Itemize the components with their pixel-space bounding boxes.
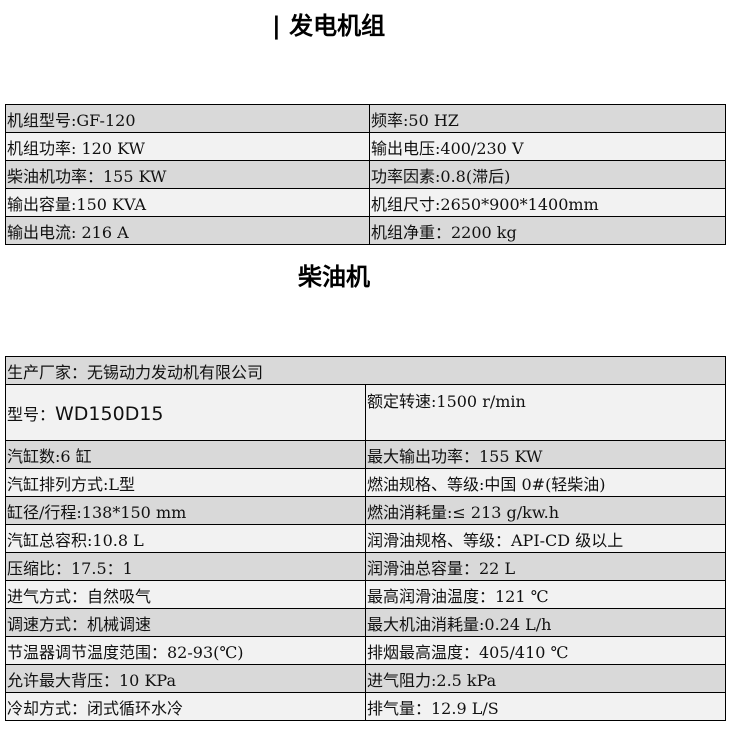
spec-cell: 最大机油消耗量:0.24 L/h bbox=[365, 608, 726, 637]
spec-cell: 汽缸排列方式:L型 bbox=[5, 468, 366, 497]
table-row: 压缩比：17.5：1 润滑油总容量：22 L bbox=[5, 552, 726, 581]
spec-cell: 节温器调节温度范围：82-93(℃) bbox=[5, 636, 366, 665]
spec-cell: 汽缸总容积:10.8 L bbox=[5, 524, 366, 553]
table-row: 输出电流: 216 A 机组净重：2200 kg bbox=[5, 216, 726, 245]
spec-cell: 排气量：12.9 L/S bbox=[365, 692, 726, 721]
section-title-genset: | 发电机组 bbox=[272, 12, 386, 40]
spec-cell: 机组型号:GF-120 bbox=[5, 104, 370, 133]
spec-cell: 输出容量:150 KVA bbox=[5, 188, 370, 217]
spec-cell: 进气阻力:2.5 kPa bbox=[365, 664, 726, 693]
spec-cell: 润滑油规格、等级：API-CD 级以上 bbox=[365, 524, 726, 553]
table-row: 机组功率: 120 KW 输出电压:400/230 V bbox=[5, 132, 726, 161]
spec-cell: 允许最大背压：10 KPa bbox=[5, 664, 366, 693]
spec-cell: 汽缸数:6 缸 bbox=[5, 440, 366, 469]
spec-cell: 机组尺寸:2650*900*1400mm bbox=[369, 188, 726, 217]
spec-cell: 输出电压:400/230 V bbox=[369, 132, 726, 161]
table-row: 型号：WD150D15 额定转速:1500 r/min bbox=[5, 384, 726, 441]
table-row: 柴油机功率：155 KW 功率因素:0.8(滞后) bbox=[5, 160, 726, 189]
table-row: 冷却方式：闭式循环水冷 排气量：12.9 L/S bbox=[5, 692, 726, 721]
spec-cell: 进气方式：自然吸气 bbox=[5, 580, 366, 609]
model-cell: 型号：WD150D15 bbox=[5, 384, 366, 441]
spec-cell: 最高润滑油温度：121 ℃ bbox=[365, 580, 726, 609]
table-row: 生产厂家：无锡动力发动机有限公司 bbox=[5, 356, 726, 385]
table-row: 允许最大背压：10 KPa 进气阻力:2.5 kPa bbox=[5, 664, 726, 693]
model-value: WD150D15 bbox=[55, 402, 164, 425]
table-row: 节温器调节温度范围：82-93(℃) 排烟最高温度：405/410 ℃ bbox=[5, 636, 726, 665]
table-row: 输出容量:150 KVA 机组尺寸:2650*900*1400mm bbox=[5, 188, 726, 217]
spec-cell: 输出电流: 216 A bbox=[5, 216, 370, 245]
table-row: 汽缸数:6 缸最大输出功率：155 KW bbox=[5, 440, 726, 469]
genset-spec-table: 机组型号:GF-120 频率:50 HZ 机组功率: 120 KW 输出电压:400/… bbox=[5, 104, 726, 245]
engine-spec-table: 生产厂家：无锡动力发动机有限公司 型号：WD150D15 额定转速:1500 r/… bbox=[5, 356, 726, 721]
table-row: 汽缸总容积:10.8 L 润滑油规格、等级：API-CD 级以上 bbox=[5, 524, 726, 553]
spec-cell: 冷却方式：闭式循环水冷 bbox=[5, 692, 366, 721]
spec-cell: 功率因素:0.8(滞后) bbox=[369, 160, 726, 189]
manufacturer-cell: 生产厂家：无锡动力发动机有限公司 bbox=[5, 356, 726, 385]
spec-cell: 缸径/行程:138*150 mm bbox=[5, 496, 366, 525]
spec-cell: 燃油规格、等级:中国 0#(轻柴油) bbox=[365, 468, 726, 497]
spec-cell: 润滑油总容量：22 L bbox=[365, 552, 726, 581]
spec-cell: 燃油消耗量:≤ 213 g/kw.h bbox=[365, 496, 726, 525]
spec-cell: 柴油机功率：155 KW bbox=[5, 160, 370, 189]
speed-cell: 额定转速:1500 r/min bbox=[365, 384, 726, 441]
spec-cell: 排烟最高温度：405/410 ℃ bbox=[365, 636, 726, 665]
spec-cell: 频率:50 HZ bbox=[369, 104, 726, 133]
table-row: 进气方式：自然吸气 最高润滑油温度：121 ℃ bbox=[5, 580, 726, 609]
table-row: 调速方式：机械调速 最大机油消耗量:0.24 L/h bbox=[5, 608, 726, 637]
spec-cell: 调速方式：机械调速 bbox=[5, 608, 366, 637]
spec-cell: 机组功率: 120 KW bbox=[5, 132, 370, 161]
model-label: 型号： bbox=[7, 404, 56, 424]
table-row: 汽缸排列方式:L型 燃油规格、等级:中国 0#(轻柴油) bbox=[5, 468, 726, 497]
spec-cell: 最大输出功率：155 KW bbox=[365, 440, 726, 469]
spec-cell: 机组净重：2200 kg bbox=[369, 216, 726, 245]
table-row: 缸径/行程:138*150 mm 燃油消耗量:≤ 213 g/kw.h bbox=[5, 496, 726, 525]
section-title-engine: 柴油机 bbox=[298, 263, 370, 291]
spec-cell: 压缩比：17.5：1 bbox=[5, 552, 366, 581]
table-row: 机组型号:GF-120 频率:50 HZ bbox=[5, 104, 726, 133]
